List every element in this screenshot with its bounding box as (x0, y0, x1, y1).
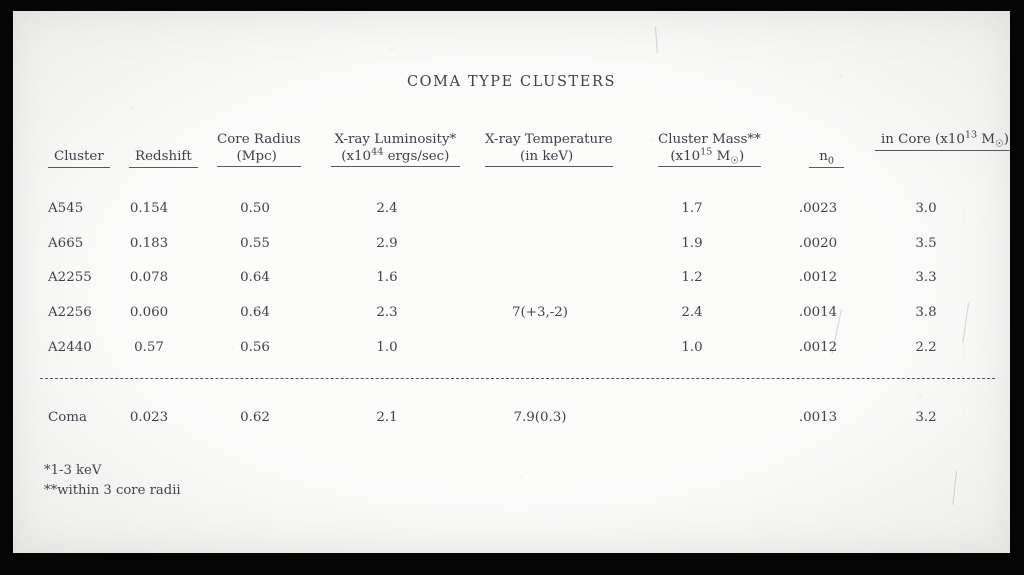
cell-n0: .0023 (798, 201, 838, 216)
cell-gas-mass: 3.5 (915, 236, 937, 251)
column-header-cluster: Cluster (48, 149, 110, 168)
table-row: A2440 0.57 0.56 1.0 1.0 .0012 2.2 (13, 340, 1010, 362)
cell-xray-temp: 7.9(0.3) (513, 410, 567, 425)
column-header-n0-label: n0 (809, 149, 845, 168)
cell-cluster-mass: 2.4 (681, 305, 703, 320)
cell-redshift: 0.57 (134, 340, 164, 355)
table-document: COMA TYPE CLUSTERS Cluster Redshift Core… (13, 11, 1010, 553)
table-row: A665 0.183 0.55 2.9 1.9 .0020 3.5 (13, 236, 1010, 258)
cell-cluster-mass: 1.2 (681, 270, 703, 285)
cell-redshift: 0.060 (129, 305, 169, 320)
cell-xray-lum: 2.9 (376, 236, 398, 251)
cell-redshift: 0.023 (129, 410, 169, 425)
cell-core-radius: 0.62 (240, 410, 270, 425)
cell-n0: .0012 (798, 340, 838, 355)
cell-xray-lum: 2.4 (376, 201, 398, 216)
cell-core-radius: 0.64 (240, 305, 270, 320)
cell-gas-mass: 3.8 (915, 305, 937, 320)
cell-n0: .0014 (798, 305, 838, 320)
cell-cluster-mass: 1.0 (681, 340, 703, 355)
footnotes: *1-3 keV **within 3 core radii (44, 461, 181, 501)
column-header-cluster-mass-line1: Cluster Mass** (658, 132, 761, 147)
column-header-cluster-label: Cluster (48, 149, 110, 168)
cell-redshift: 0.183 (129, 236, 169, 251)
footnote-2: **within 3 core radii (44, 483, 181, 498)
cell-xray-temp: 7(+3,-2) (511, 305, 569, 320)
cell-redshift: 0.078 (129, 270, 169, 285)
cell-n0: .0013 (798, 410, 838, 425)
table-separator-rule (40, 378, 995, 379)
column-header-xray-luminosity-line1: X-ray Luminosity* (334, 132, 457, 147)
column-header-xray-luminosity: X-ray Luminosity* (x1044 ergs/sec) (331, 132, 460, 167)
cell-cluster: A2440 (48, 340, 92, 355)
cell-redshift: 0.154 (129, 201, 169, 216)
column-header-gas-mass: in Core (x1013 M☉) (875, 130, 1010, 151)
cell-gas-mass: 3.2 (915, 410, 937, 425)
column-header-gas-mass-line2: in Core (x1013 M☉) (875, 130, 1010, 151)
column-header-core-radius: Core Radius (Mpc) (217, 132, 301, 167)
column-header-core-radius-line2: (Mpc) (217, 149, 301, 167)
cell-xray-lum: 2.1 (376, 410, 398, 425)
cell-cluster: Coma (48, 410, 87, 425)
column-header-xray-temperature: X-ray Temperature (in keV) (485, 132, 613, 167)
table-row: A2256 0.060 0.64 2.3 7(+3,-2) 2.4 .0014 … (13, 305, 1010, 327)
column-header-redshift-label: Redshift (129, 149, 198, 168)
column-header-cluster-mass: Cluster Mass** (x1015 M☉) (658, 132, 761, 167)
cell-cluster: A545 (48, 201, 84, 216)
cell-xray-lum: 1.6 (376, 270, 398, 285)
cell-gas-mass: 3.3 (915, 270, 937, 285)
column-header-core-radius-line1: Core Radius (217, 132, 301, 147)
table-row-summary: Coma 0.023 0.62 2.1 7.9(0.3) .0013 3.2 (13, 410, 1010, 432)
cell-xray-lum: 2.3 (376, 305, 398, 320)
column-header-n0: n0 (809, 149, 845, 168)
cell-cluster-mass: 1.9 (681, 236, 703, 251)
column-header-xray-luminosity-line2: (x1044 ergs/sec) (331, 147, 460, 167)
cell-core-radius: 0.56 (240, 340, 270, 355)
cell-core-radius: 0.55 (240, 236, 270, 251)
cell-gas-mass: 3.0 (915, 201, 937, 216)
footnote-1: *1-3 keV (44, 463, 102, 478)
cell-n0: .0012 (798, 270, 838, 285)
cell-cluster-mass: 1.7 (681, 201, 703, 216)
table-row: A2255 0.078 0.64 1.6 1.2 .0012 3.3 (13, 270, 1010, 292)
cell-core-radius: 0.50 (240, 201, 270, 216)
column-header-redshift: Redshift (129, 149, 198, 168)
cell-cluster: A665 (48, 236, 84, 251)
cell-core-radius: 0.64 (240, 270, 270, 285)
column-header-cluster-mass-line2: (x1015 M☉) (658, 147, 761, 167)
table-row: A545 0.154 0.50 2.4 1.7 .0023 3.0 (13, 201, 1010, 223)
cell-gas-mass: 2.2 (915, 340, 937, 355)
table-header-row: Cluster Redshift Core Radius (Mpc) X-ray… (13, 123, 1010, 175)
scanned-page: COMA TYPE CLUSTERS Cluster Redshift Core… (13, 11, 1010, 553)
column-header-xray-temperature-line1: X-ray Temperature (485, 132, 613, 147)
cell-cluster: A2256 (48, 305, 92, 320)
table-title: COMA TYPE CLUSTERS (406, 74, 617, 90)
cell-xray-lum: 1.0 (376, 340, 398, 355)
column-header-xray-temperature-line2: (in keV) (485, 149, 613, 167)
cell-n0: .0020 (798, 236, 838, 251)
cell-cluster: A2255 (48, 270, 92, 285)
